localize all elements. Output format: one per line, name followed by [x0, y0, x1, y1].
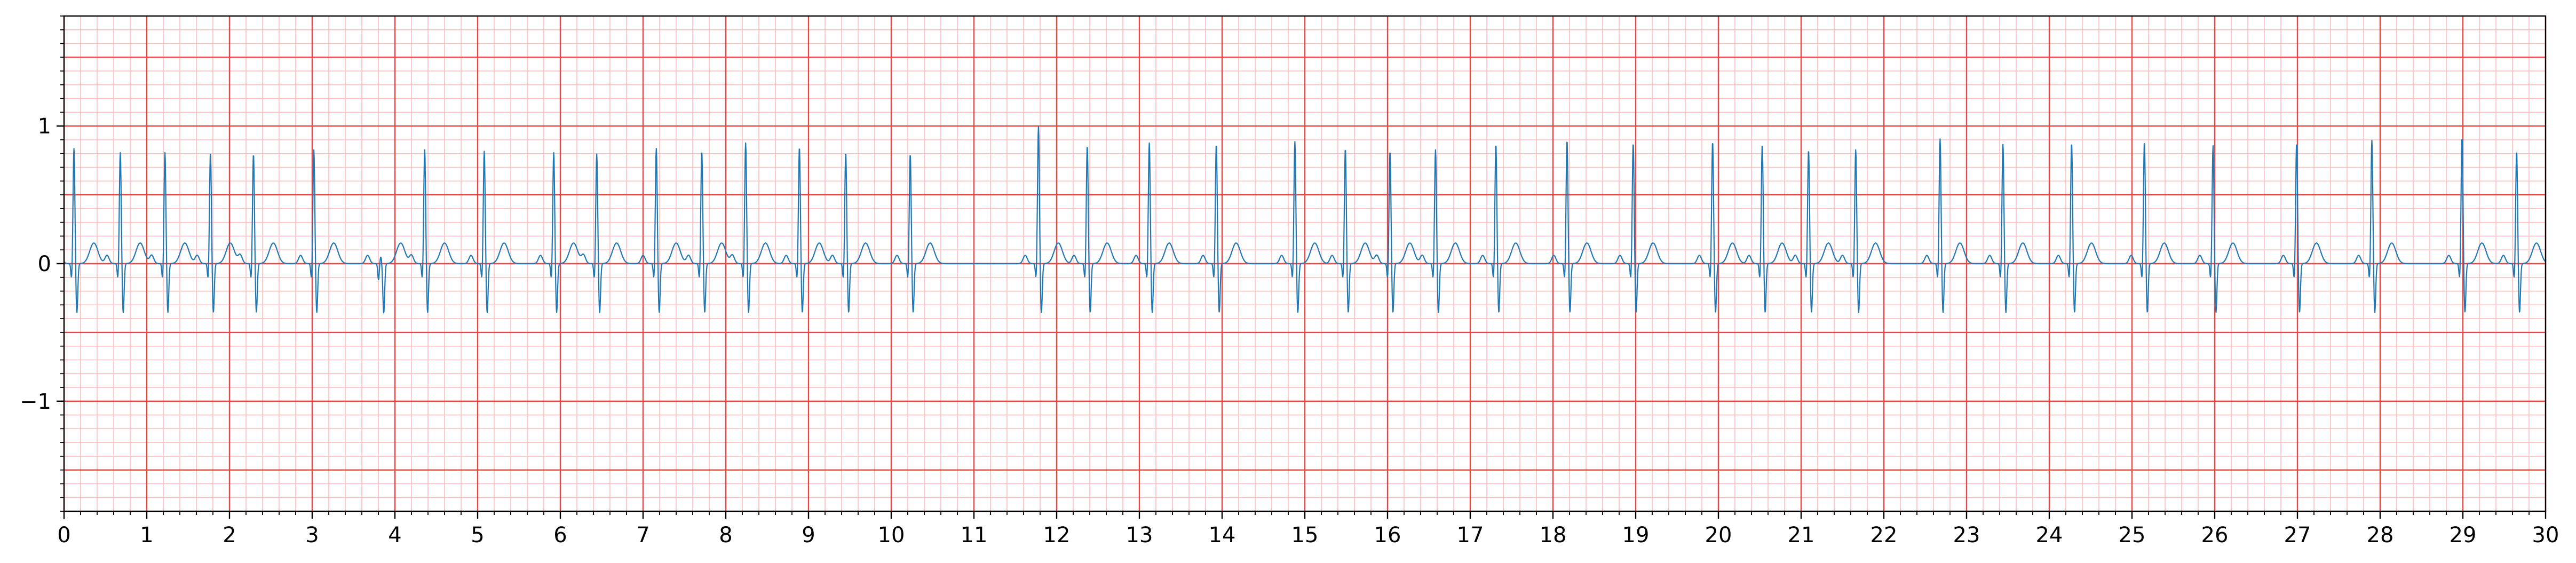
axis-ticks: [57, 15, 2547, 519]
x-tick-label: 23: [1953, 523, 1980, 548]
x-tick-label: 3: [305, 523, 319, 548]
x-tick-label: 0: [57, 523, 70, 548]
x-tick-label: 24: [2036, 523, 2063, 548]
y-tick-label: 1: [38, 114, 51, 139]
x-tick-label: 28: [2367, 523, 2394, 548]
x-tick-label: 19: [1622, 523, 1650, 548]
x-tick-label: 4: [388, 523, 401, 548]
x-tick-label: 26: [2201, 523, 2229, 548]
axis-tick-labels: 0 1 2 3 4 5 6 7 8 9 10 11 12 13 14 15 16 17 18 19 20 21 22 23 24…: [20, 114, 2559, 548]
x-tick-label: 17: [1457, 523, 1484, 548]
x-tick-label: 29: [2450, 523, 2477, 548]
x-tick-label: 13: [1126, 523, 1153, 548]
x-tick-label: 20: [1705, 523, 1732, 548]
ecg-trace-line: [64, 125, 2546, 314]
x-tick-label: 6: [553, 523, 567, 548]
x-tick-label: 10: [878, 523, 905, 548]
x-tick-label: 11: [961, 523, 988, 548]
y-tick-label: −1: [20, 390, 51, 414]
ecg-trace-layer: [64, 125, 2546, 314]
x-tick-label: 1: [140, 523, 153, 548]
x-tick-label: 14: [1209, 523, 1236, 548]
x-tick-label: 30: [2532, 523, 2559, 548]
x-tick-label: 7: [636, 523, 649, 548]
y-tick-label: 0: [38, 252, 51, 276]
x-tick-label: 21: [1788, 523, 1815, 548]
x-tick-label: 25: [2119, 523, 2146, 548]
x-tick-label: 5: [471, 523, 484, 548]
x-tick-label: 22: [1870, 523, 1898, 548]
x-tick-label: 16: [1374, 523, 1401, 548]
x-tick-label: 2: [223, 523, 236, 548]
grid-major-lines: [63, 16, 2547, 511]
x-tick-label: 8: [719, 523, 732, 548]
x-tick-label: 27: [2284, 523, 2311, 548]
x-tick-label: 12: [1043, 523, 1071, 548]
x-tick-label: 9: [802, 523, 815, 548]
x-tick-label: 15: [1291, 523, 1319, 548]
x-tick-label: 18: [1540, 523, 1567, 548]
